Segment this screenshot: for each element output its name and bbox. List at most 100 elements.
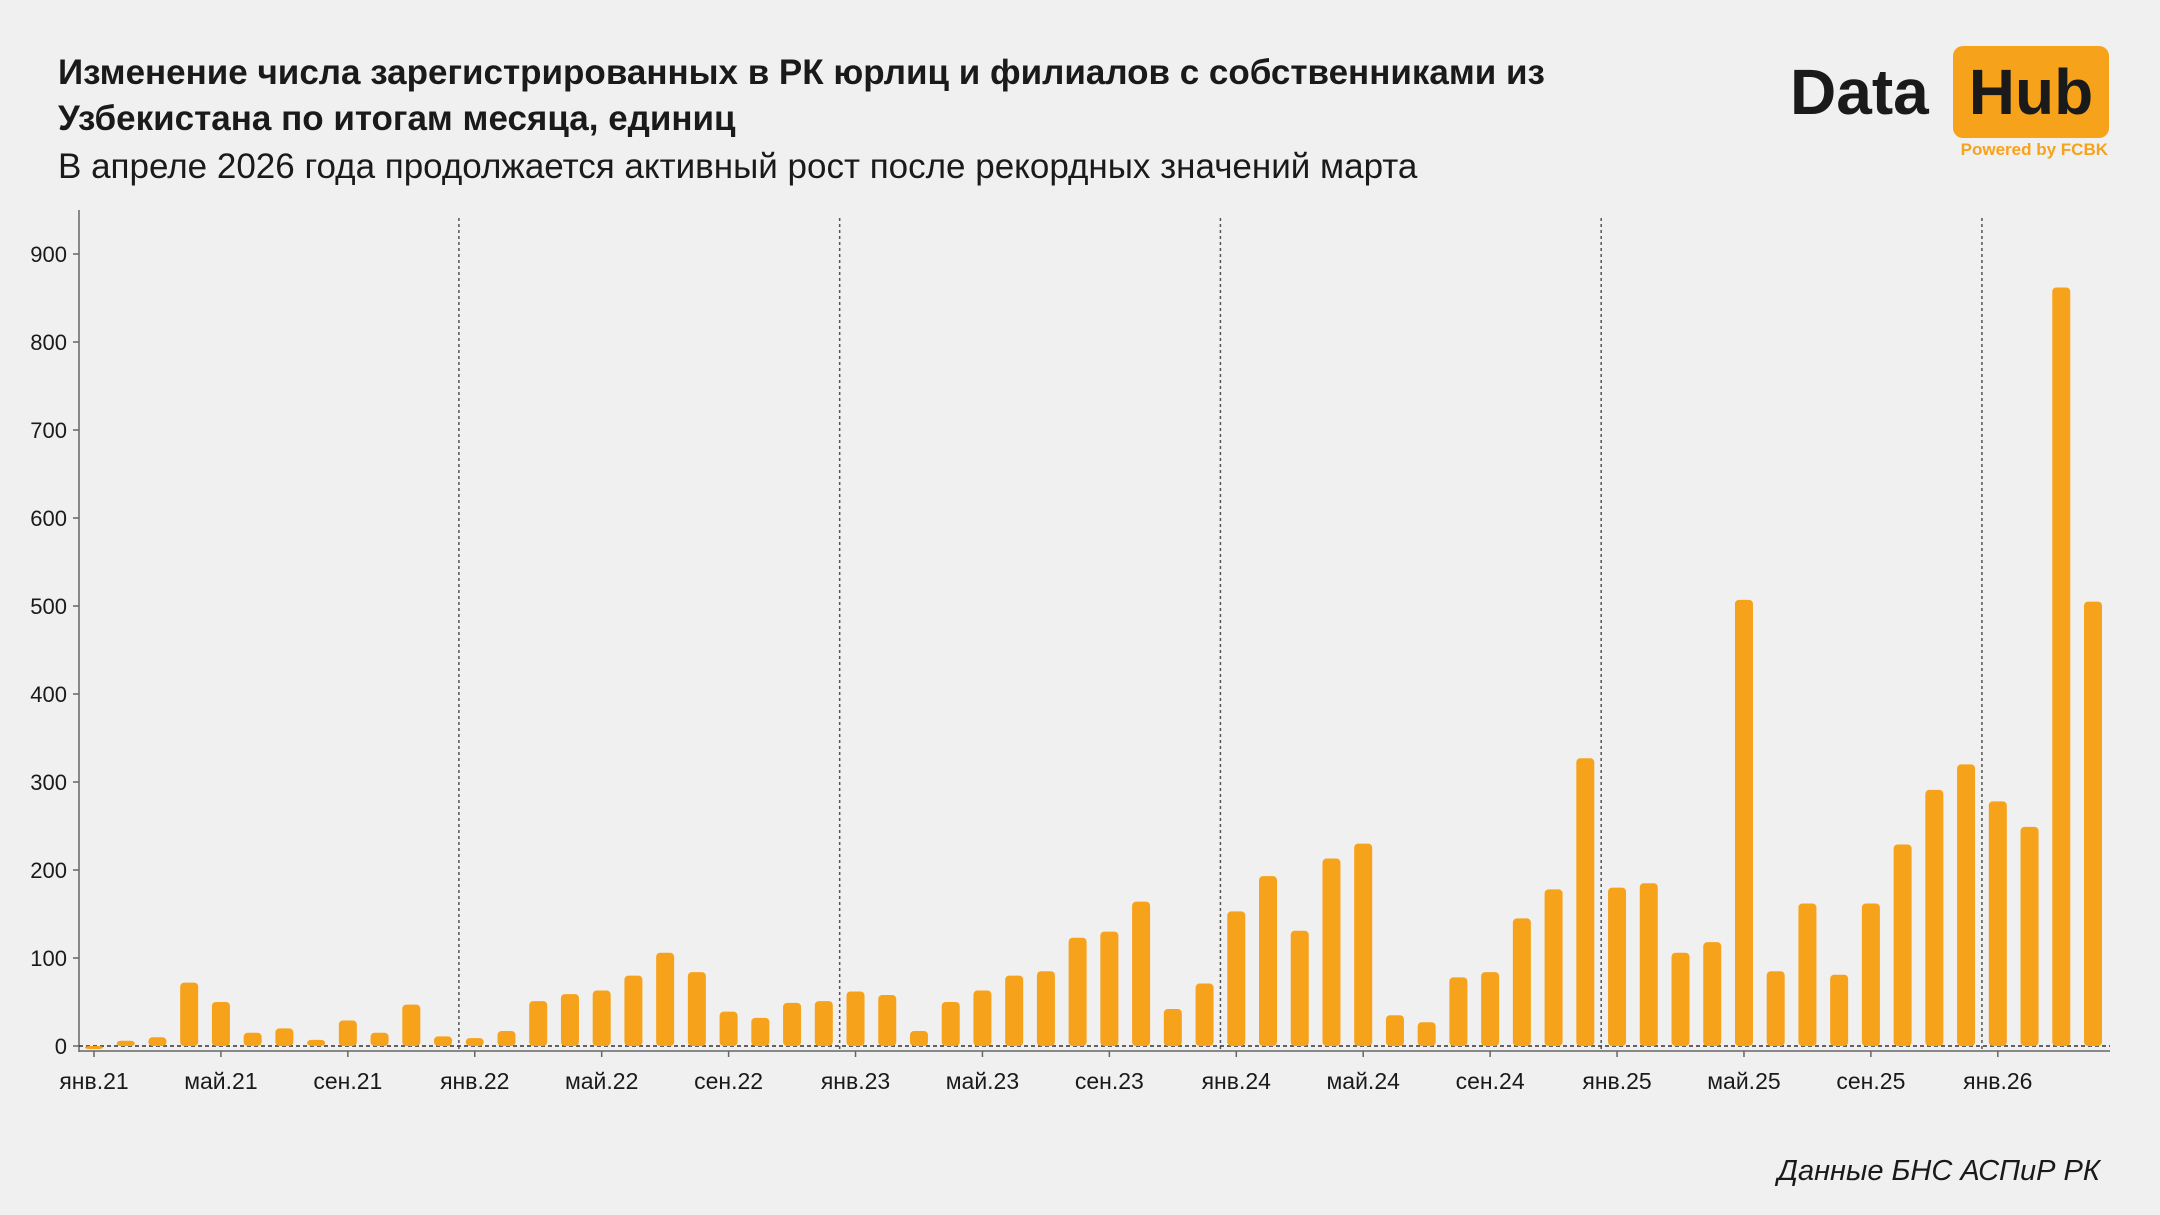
bar-сен.21 [338,1020,357,1046]
chart-subtitle: В апреле 2026 года продолжается активный… [58,147,1418,186]
bar-окт.25 [1893,844,1912,1046]
bar-май.24 [1354,843,1373,1046]
x-tick-label: май.24 [1326,1068,1400,1094]
bar-фев.24 [1259,876,1278,1046]
bar-ноя.22 [783,1002,802,1046]
bar-ноя.25 [1925,789,1944,1046]
bar-дек.22 [814,1001,833,1046]
bar-июн.24 [1385,1015,1404,1046]
bar-сен.23 [1100,931,1119,1046]
bar-апр.22 [560,994,579,1046]
bar-июл.21 [275,1028,294,1046]
bar-апр.26 [2084,601,2102,1046]
x-tick-label: май.22 [565,1068,638,1094]
bar-окт.23 [1132,901,1151,1046]
bar-май.23 [973,990,992,1046]
datahub-logo: Data Hub Powered by FCBK [1790,44,2110,164]
x-tick-label: янв.24 [1202,1068,1272,1094]
bar-июл.23 [1036,971,1055,1046]
y-tick-label: 0 [55,1034,67,1059]
bar-сен.25 [1861,903,1880,1046]
bar-мар.23 [909,1031,928,1046]
y-tick-label: 600 [30,506,67,531]
bar-окт.22 [751,1017,770,1046]
bar-июн.25 [1766,971,1785,1046]
x-tick-label-layer: янв.21 май.21 сен.21 янв.22 май.22 сен.22 янв.… [59,1068,2032,1094]
bar-авг.23 [1068,937,1087,1046]
bar-июн.22 [624,975,643,1046]
y-tick-label: 300 [30,770,67,795]
bar-авг.25 [1830,974,1849,1046]
axis-layer [73,210,2110,1057]
x-tick-label: сен.23 [1075,1068,1144,1094]
y-tick-label: 400 [30,682,67,707]
bar-ноя.21 [402,1004,421,1046]
bar-мар.26 [2052,287,2071,1046]
bar-авг.22 [687,972,706,1046]
bar-ноя.24 [1544,889,1563,1046]
bar-фев.25 [1639,883,1658,1046]
bar-дек.21 [434,1036,453,1046]
y-tick-label: 100 [30,946,67,971]
x-tick-label: янв.23 [821,1068,890,1094]
bar-июн.21 [243,1032,262,1046]
bar-окт.24 [1512,918,1531,1046]
x-tick-label: май.25 [1707,1068,1780,1094]
bar-авг.24 [1449,977,1468,1046]
bar-апр.21 [180,982,199,1046]
bar-мар.22 [529,1001,548,1046]
bar-мар.24 [1290,930,1309,1046]
x-tick-label: янв.25 [1582,1068,1651,1094]
bar-дек.23 [1195,983,1214,1046]
y-tick-label: 500 [30,594,67,619]
bar-дек.24 [1576,758,1595,1046]
bar-layer [85,287,2102,1049]
x-tick-label: янв.26 [1963,1068,2032,1094]
bar-янв.23 [846,991,865,1046]
logo-tagline: Powered by FCBK [1960,140,2108,159]
x-tick-label: май.21 [184,1068,257,1094]
bar-май.22 [592,990,611,1046]
logo-word-data: Data [1790,56,1929,128]
bar-ноя.23 [1163,1009,1182,1046]
y-tick-label: 800 [30,330,67,355]
bar-фев.22 [497,1031,516,1046]
bar-июл.25 [1798,903,1817,1046]
bar-сен.22 [719,1011,738,1046]
bar-янв.26 [1988,801,2007,1046]
x-tick-label: янв.22 [440,1068,509,1094]
bar-янв.21 [85,1046,103,1049]
bar-авг.21 [307,1039,326,1046]
bar-фев.23 [878,994,897,1046]
bar-янв.22 [465,1038,484,1046]
x-tick-label: сен.21 [313,1068,382,1094]
data-source-note: Данные БНС АСПиР РК [1777,1155,2100,1187]
y-tick-label: 700 [30,418,67,443]
bar-янв.25 [1608,887,1627,1046]
y-tick-label: 200 [30,858,67,883]
x-tick-label: сен.24 [1456,1068,1525,1094]
bar-апр.23 [941,1002,960,1046]
bar-сен.24 [1481,972,1500,1046]
chart-title: Изменение числа зарегистрированных в РК … [58,53,1545,138]
y-tick-label-layer: 0 100 200 300 400 500 600 700 800 900 [30,242,67,1059]
bar-мар.25 [1671,952,1690,1046]
logo-word-hub: Hub [1953,46,2109,138]
x-tick-label: сен.22 [694,1068,763,1094]
bar-июн.23 [1005,975,1024,1046]
bar-окт.21 [370,1032,389,1046]
bar-дек.25 [1957,764,1976,1046]
x-tick-label: янв.21 [59,1068,128,1094]
bar-май.25 [1734,599,1753,1046]
y-tick-label: 900 [30,242,67,267]
bar-апр.25 [1703,942,1722,1046]
bar-апр.24 [1322,858,1341,1046]
bar-мар.21 [148,1037,167,1046]
bar-май.21 [211,1002,230,1046]
bar-фев.21 [116,1040,135,1046]
bar-фев.26 [2020,826,2039,1046]
x-tick-label: май.23 [946,1068,1019,1094]
bar-июл.22 [656,952,675,1046]
bar-июл.24 [1417,1022,1436,1046]
